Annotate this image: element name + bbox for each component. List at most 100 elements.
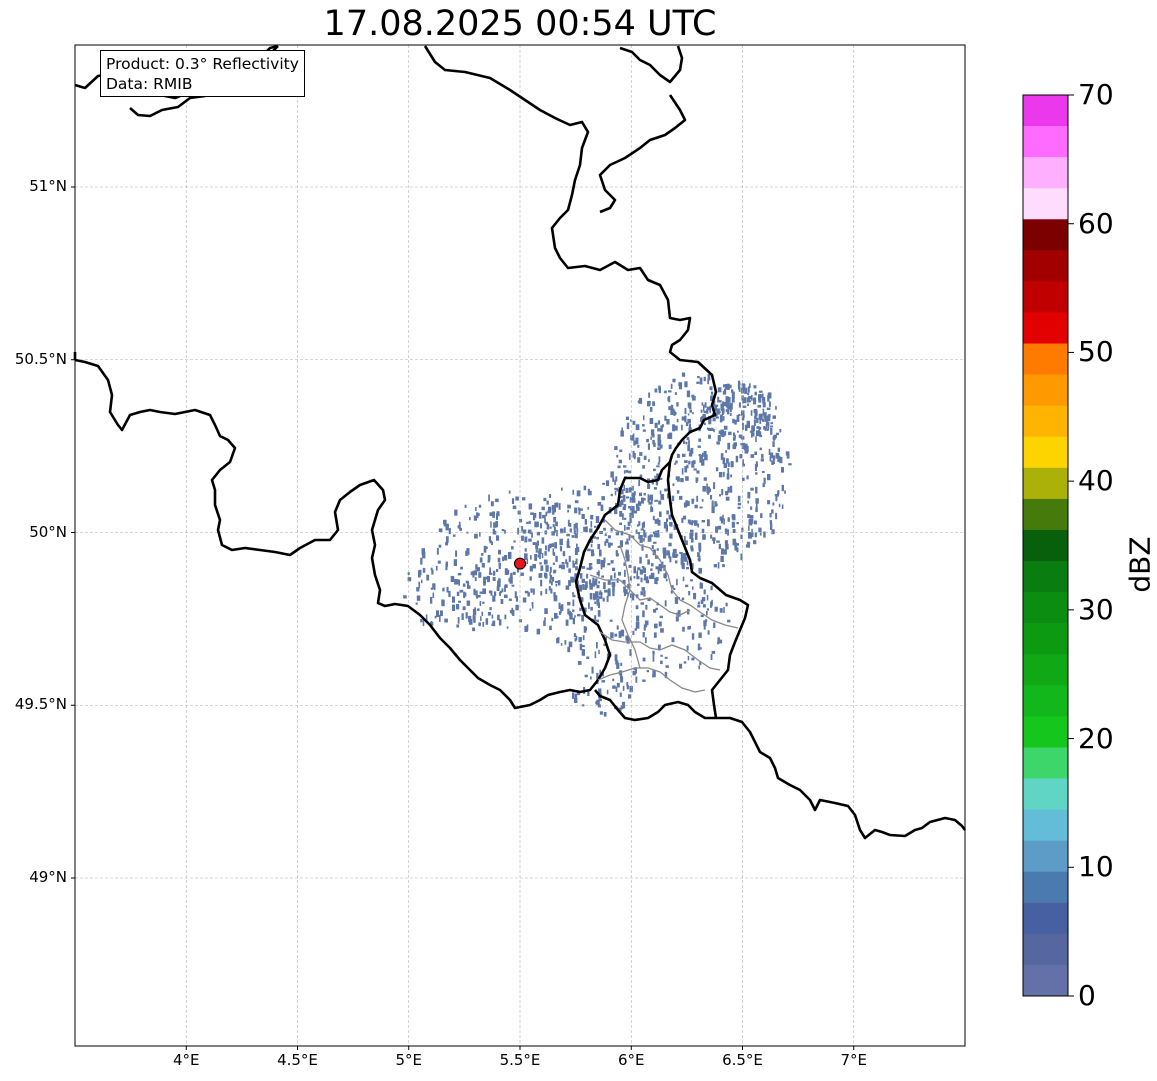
radar-echo-pixel xyxy=(706,595,709,601)
radar-echo-pixel xyxy=(567,601,571,606)
radar-echo-pixel xyxy=(722,514,724,521)
lon-tick-label: 6°E xyxy=(617,1051,645,1069)
radar-echo-pixel xyxy=(661,424,664,428)
radar-echo-pixel xyxy=(438,528,443,532)
radar-echo-pixel xyxy=(472,570,475,578)
radar-echo-pixel xyxy=(581,513,585,519)
radar-echo-pixel xyxy=(774,494,779,497)
colorbar-segment xyxy=(1023,964,1068,997)
radar-echo-pixel xyxy=(487,554,491,561)
radar-site-marker[interactable] xyxy=(514,557,526,570)
radar-echo-pixel xyxy=(686,567,689,570)
radar-echo-pixel xyxy=(696,470,700,474)
radar-echo-pixel xyxy=(639,452,643,456)
radar-echo-pixel xyxy=(646,438,649,443)
radar-echo-pixel xyxy=(721,489,724,496)
radar-echo-pixel xyxy=(773,434,777,439)
radar-echo-pixel xyxy=(546,500,549,505)
radar-echo-pixel xyxy=(640,577,643,583)
radar-echo-pixel xyxy=(717,641,720,645)
radar-echo-pixel xyxy=(548,586,551,591)
radar-echo-pixel xyxy=(746,541,751,545)
radar-echo-pixel xyxy=(550,588,553,594)
radar-echo-pixel xyxy=(713,429,715,433)
radar-echo-pixel xyxy=(727,486,730,493)
radar-echo-pixel xyxy=(654,578,658,584)
radar-echo-pixel xyxy=(660,494,665,500)
radar-echo-pixel xyxy=(638,521,641,526)
radar-echo-pixel xyxy=(602,518,605,523)
colorbar-segment xyxy=(1023,436,1068,469)
radar-echo-pixel xyxy=(750,506,753,510)
radar-echo-pixel xyxy=(681,424,683,431)
radar-echo-pixel xyxy=(647,478,651,481)
radar-echo-pixel xyxy=(585,581,588,589)
radar-echo-pixel xyxy=(590,676,592,680)
radar-echo-pixel xyxy=(755,506,758,510)
radar-echo-pixel xyxy=(639,558,642,562)
radar-echo-pixel xyxy=(676,476,680,482)
radar-echo-pixel xyxy=(625,541,629,545)
radar-echo-pixel xyxy=(587,690,590,696)
radar-echo-pixel xyxy=(574,500,579,504)
radar-echo-pixel xyxy=(540,579,543,587)
radar-echo-pixel xyxy=(721,404,724,411)
radar-echo-pixel xyxy=(603,527,606,531)
radar-echo-pixel xyxy=(643,498,646,501)
radar-echo-pixel xyxy=(615,660,619,665)
radar-echo-pixel xyxy=(556,529,558,537)
radar-echo-pixel xyxy=(726,473,730,480)
radar-echo-pixel xyxy=(538,573,541,578)
radar-echo-pixel xyxy=(657,428,661,432)
radar-echo-pixel xyxy=(647,559,650,565)
radar-echo-pixel xyxy=(445,561,448,567)
radar-echo-pixel xyxy=(570,612,572,617)
radar-echo-pixel xyxy=(734,419,737,425)
radar-echo-pixel xyxy=(603,643,606,647)
radar-echo-pixel xyxy=(576,527,579,534)
radar-echo-pixel xyxy=(674,553,678,558)
radar-echo-pixel xyxy=(750,532,754,538)
radar-echo-pixel xyxy=(726,458,729,464)
lat-tick-label: 51°N xyxy=(29,177,67,195)
radar-echo-pixel xyxy=(673,410,676,416)
radar-echo-pixel xyxy=(585,526,588,532)
radar-echo-pixel xyxy=(655,534,660,538)
radar-echo-pixel xyxy=(781,504,784,509)
radar-echo-pixel xyxy=(637,583,640,586)
radar-echo-pixel xyxy=(498,562,501,569)
radar-echo-pixel xyxy=(535,542,539,550)
radar-echo-pixel xyxy=(686,390,691,398)
radar-echo-pixel xyxy=(578,507,580,511)
colorbar-segment xyxy=(1023,623,1068,655)
radar-echo-pixel xyxy=(622,685,625,691)
radar-echo-pixel xyxy=(727,442,731,450)
radar-echo-pixel xyxy=(606,595,609,602)
radar-echo-pixel xyxy=(643,455,647,460)
radar-echo-pixel xyxy=(687,519,690,524)
radar-echo-pixel xyxy=(736,414,740,422)
radar-echo-pixel xyxy=(456,591,460,596)
radar-echo-pixel xyxy=(560,643,563,646)
radar-echo-pixel xyxy=(738,385,741,390)
radar-echo-pixel xyxy=(647,535,652,542)
radar-echo-pixel xyxy=(619,670,623,677)
radar-echo-pixel xyxy=(575,558,578,565)
radar-echo-pixel xyxy=(656,465,660,468)
radar-echo-pixel xyxy=(465,550,469,556)
radar-echo-pixel xyxy=(711,599,713,606)
radar-echo-pixel xyxy=(506,626,509,629)
radar-echo-pixel xyxy=(551,531,555,536)
radar-echo-pixel xyxy=(475,590,478,597)
radar-echo-pixel xyxy=(464,592,467,597)
radar-echo-pixel xyxy=(583,607,587,613)
radar-echo-pixel xyxy=(737,506,741,509)
radar-echo-pixel xyxy=(577,613,581,617)
radar-echo-pixel xyxy=(699,582,702,588)
radar-echo-pixel xyxy=(559,611,562,614)
radar-echo-pixel xyxy=(647,443,650,450)
radar-echo-pixel xyxy=(693,520,698,526)
radar-echo-pixel xyxy=(608,544,611,548)
radar-echo-pixel xyxy=(596,536,599,540)
radar-echo-pixel xyxy=(430,596,433,604)
